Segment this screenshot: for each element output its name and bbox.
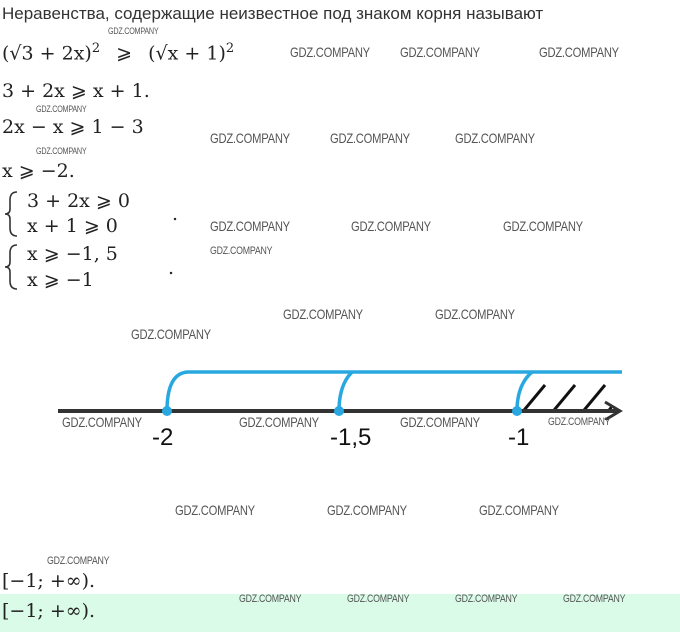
watermark: GDZ.COMPANY — [239, 414, 319, 430]
point-label: -2 — [152, 424, 174, 451]
watermark: GDZ.COMPANY — [36, 146, 87, 156]
arrow-icon — [604, 400, 623, 420]
number-line — [58, 370, 623, 420]
watermark: GDZ.COMPANY — [36, 104, 87, 114]
right-part: (√x + 1) — [148, 42, 226, 65]
watermark: GDZ.COMPANY — [503, 218, 583, 234]
equation-line-4: x ⩾ −2. — [2, 160, 75, 182]
equation-line-1: (√3 + 2x)2 ⩾ (√x + 1)2 — [2, 38, 234, 64]
answer: [−1; +∞). — [2, 570, 96, 592]
watermark: GDZ.COMPANY — [327, 502, 407, 518]
watermark: GDZ.COMPANY — [548, 416, 611, 428]
system-row: x ⩾ −1, 5 — [27, 243, 118, 265]
watermark: GDZ.COMPANY — [131, 326, 211, 342]
watermark: GDZ.COMPANY — [239, 593, 302, 605]
watermark: GDZ.COMPANY — [330, 130, 410, 146]
point-label: -1,5 — [330, 424, 372, 451]
watermark: GDZ.COMPANY — [108, 26, 159, 36]
interval-arc-2 — [337, 370, 354, 412]
watermark: GDZ.COMPANY — [563, 593, 626, 605]
watermark: GDZ.COMPANY — [400, 414, 480, 430]
watermark: GDZ.COMPANY — [455, 130, 535, 146]
exponent: 2 — [91, 41, 101, 56]
brace-icon — [4, 244, 18, 290]
point-marker — [512, 406, 522, 416]
watermark: GDZ.COMPANY — [210, 218, 290, 234]
left-part: (√3 + 2x) — [2, 42, 92, 65]
point-marker — [162, 406, 172, 416]
answer-highlight-box — [0, 594, 680, 632]
system-end: . — [168, 257, 175, 279]
system-end: . — [172, 203, 179, 225]
watermark: GDZ.COMPANY — [479, 502, 559, 518]
system-row: 3 + 2x ⩾ 0 — [27, 190, 130, 212]
system-row: x + 1 ⩾ 0 — [27, 215, 118, 237]
task-title: Неравенства, содержащие неизвестное под … — [2, 4, 544, 23]
watermark: GDZ.COMPANY — [62, 414, 142, 430]
exponent-2: 2 — [225, 41, 235, 56]
watermark: GDZ.COMPANY — [351, 218, 431, 234]
equation-line-2: 3 + 2x ⩾ x + 1. — [2, 80, 150, 102]
watermark: GDZ.COMPANY — [283, 306, 363, 322]
watermark: GDZ.COMPANY — [175, 502, 255, 518]
equation-line-3: 2x − x ⩾ 1 − 3 — [2, 116, 144, 138]
watermark: GDZ.COMPANY — [290, 44, 370, 60]
brace-icon — [4, 191, 18, 237]
point-label: -1 — [508, 424, 530, 451]
watermark: GDZ.COMPANY — [47, 555, 110, 567]
watermark: GDZ.COMPANY — [210, 245, 273, 257]
relation: ⩾ — [116, 42, 133, 65]
point-marker — [334, 406, 344, 416]
interval-arc-1 — [165, 370, 622, 412]
watermark: GDZ.COMPANY — [400, 44, 480, 60]
watermark: GDZ.COMPANY — [435, 306, 515, 322]
answer-highlight: [−1; +∞). — [2, 600, 96, 622]
system-row: x ⩾ −1 — [27, 269, 94, 291]
watermark: GDZ.COMPANY — [347, 593, 410, 605]
watermark: GDZ.COMPANY — [210, 130, 290, 146]
watermark: GDZ.COMPANY — [539, 44, 619, 60]
watermark: GDZ.COMPANY — [455, 593, 518, 605]
